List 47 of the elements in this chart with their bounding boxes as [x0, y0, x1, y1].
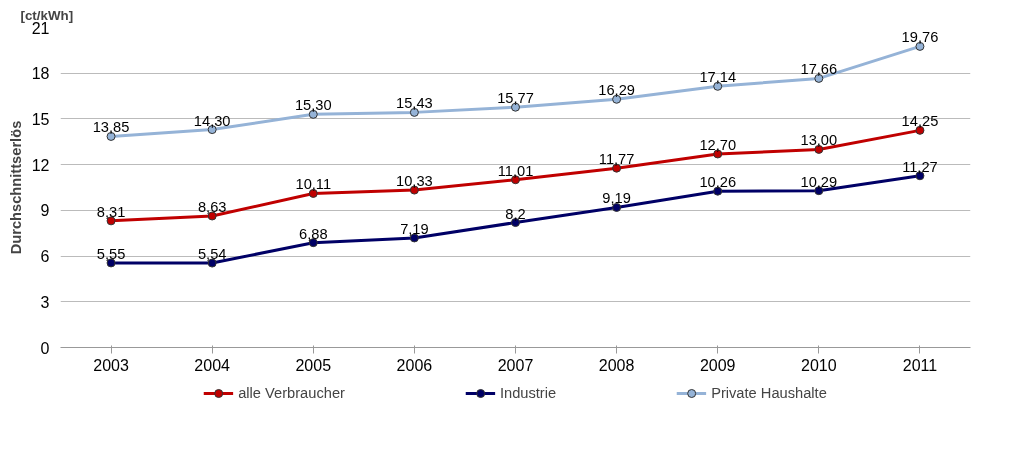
y-tick-label: 9	[40, 202, 50, 220]
data-label: 8,31	[96, 203, 126, 220]
data-label: 11,27	[902, 158, 938, 175]
data-label: 15,77	[497, 90, 534, 107]
y-axis-title: Durchschnittserlös	[7, 120, 24, 255]
data-label: 13,00	[800, 132, 838, 149]
data-label: 10,29	[800, 173, 838, 190]
x-tick-label: 2004	[194, 356, 231, 374]
data-label: 12,70	[699, 136, 737, 153]
data-label: 7,19	[400, 220, 429, 237]
x-tick-label: 2005	[295, 356, 332, 374]
data-label: 19,76	[901, 29, 939, 46]
data-label: 17,66	[800, 61, 838, 78]
data-label: 10,11	[295, 176, 332, 193]
data-label: 10,33	[396, 173, 433, 190]
legend-label: alle Verbraucher	[238, 385, 345, 401]
x-tick-label: 2008	[598, 356, 635, 374]
data-label: 11,77	[598, 151, 635, 168]
y-tick-label: 6	[40, 248, 50, 266]
legend-label: Industrie	[499, 385, 557, 401]
y-tick-label: 3	[40, 293, 50, 311]
data-label: 8,2	[505, 205, 526, 222]
data-label: 6,88	[299, 225, 328, 242]
x-tick-label: 2010	[801, 356, 837, 374]
x-tick-label: 2007	[497, 356, 534, 374]
x-tick-label: 2011	[902, 356, 938, 374]
data-label: 5,54	[197, 246, 227, 263]
data-label: 13,85	[92, 119, 130, 136]
x-tick-label: 2003	[93, 356, 129, 374]
data-label: 15,30	[294, 97, 332, 114]
data-label: 16,29	[598, 82, 635, 99]
y-tick-label: 12	[31, 156, 50, 174]
y-tick-label: 15	[31, 110, 50, 128]
y-tick-label: 18	[31, 65, 50, 83]
x-tick-label: 2006	[396, 356, 433, 374]
data-label: 15,43	[396, 95, 433, 112]
data-label: 9,19	[602, 190, 631, 207]
y-tick-label: 0	[40, 339, 50, 357]
data-label: 5,55	[96, 245, 126, 262]
data-label: 14,30	[193, 112, 231, 129]
data-label: 11,01	[497, 162, 534, 179]
legend-label: Private Haushalte	[711, 385, 827, 401]
data-label: 8,63	[197, 199, 227, 215]
data-label: 14,25	[901, 113, 939, 130]
x-tick-label: 2009	[699, 356, 736, 374]
data-label: 10,26	[699, 174, 737, 191]
data-label: 17,14	[699, 69, 737, 86]
